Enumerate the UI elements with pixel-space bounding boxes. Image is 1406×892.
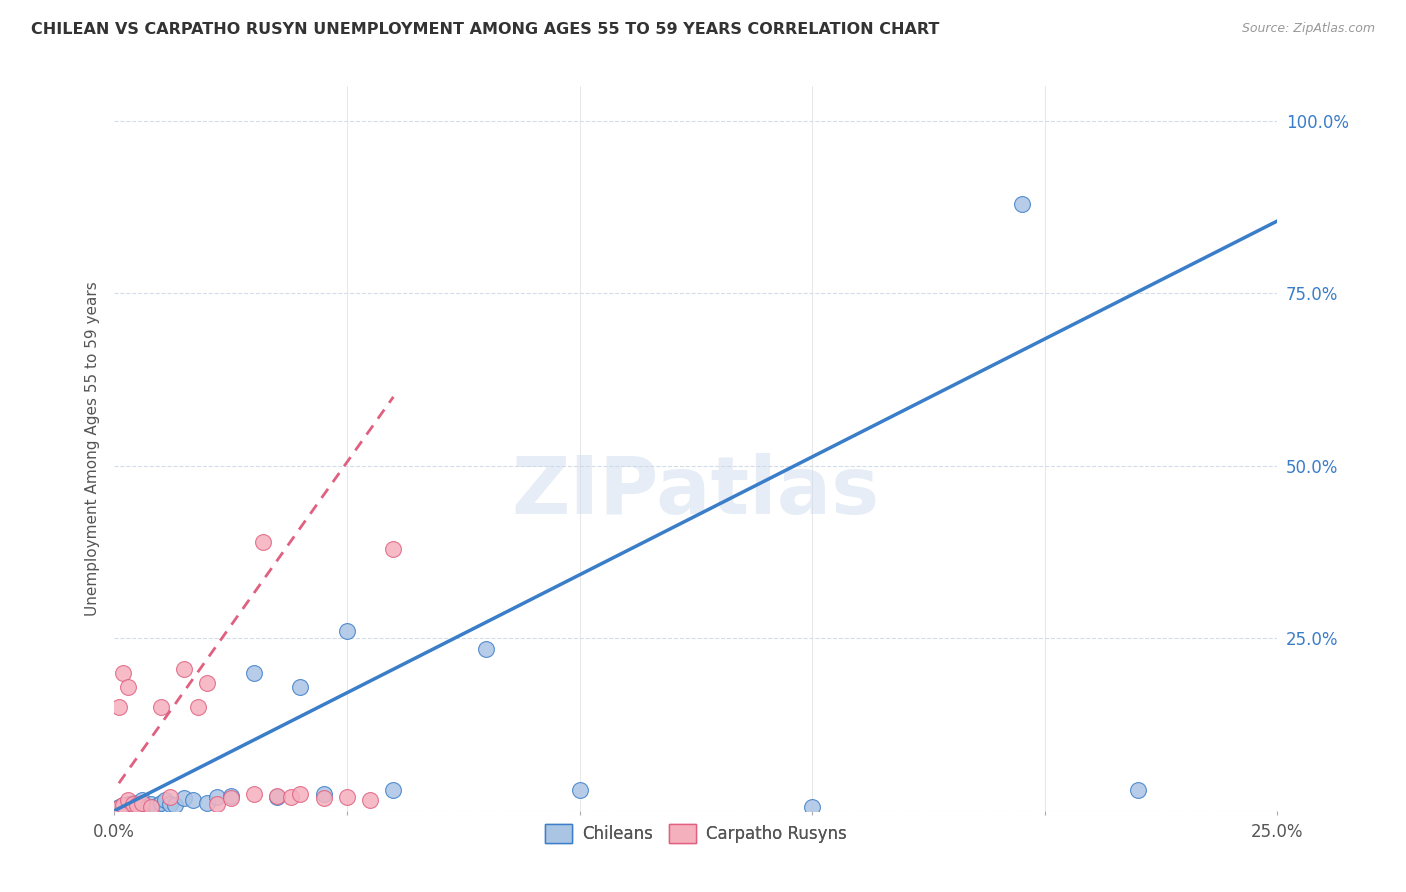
Text: Source: ZipAtlas.com: Source: ZipAtlas.com bbox=[1241, 22, 1375, 36]
Point bbox=[149, 700, 172, 714]
Point bbox=[187, 700, 209, 714]
Point bbox=[312, 791, 335, 805]
Point bbox=[266, 789, 288, 803]
Point bbox=[252, 534, 274, 549]
Point bbox=[195, 796, 218, 810]
Point bbox=[382, 541, 405, 556]
Text: CHILEAN VS CARPATHO RUSYN UNEMPLOYMENT AMONG AGES 55 TO 59 YEARS CORRELATION CHA: CHILEAN VS CARPATHO RUSYN UNEMPLOYMENT A… bbox=[31, 22, 939, 37]
Point bbox=[108, 799, 131, 814]
Point bbox=[131, 799, 153, 814]
Point bbox=[801, 800, 824, 814]
Point bbox=[568, 783, 591, 797]
Point bbox=[382, 783, 405, 797]
Point bbox=[1011, 196, 1033, 211]
Point bbox=[149, 796, 172, 810]
Point bbox=[243, 665, 266, 680]
Point bbox=[141, 800, 163, 814]
Point bbox=[117, 793, 139, 807]
Point bbox=[127, 798, 149, 813]
Point bbox=[121, 796, 143, 810]
Point bbox=[159, 790, 181, 805]
Point bbox=[163, 798, 186, 813]
Point bbox=[359, 793, 381, 807]
Point bbox=[181, 793, 204, 807]
Point bbox=[131, 796, 153, 810]
Point bbox=[312, 787, 335, 801]
Point bbox=[205, 790, 228, 805]
Point bbox=[155, 793, 177, 807]
Point bbox=[108, 802, 131, 816]
Point bbox=[141, 797, 163, 811]
Point bbox=[266, 790, 288, 805]
Point bbox=[112, 801, 135, 815]
Point bbox=[108, 700, 131, 714]
Point bbox=[121, 800, 143, 814]
Point bbox=[117, 680, 139, 694]
Point bbox=[117, 797, 139, 811]
Point bbox=[127, 802, 149, 816]
Y-axis label: Unemployment Among Ages 55 to 59 years: Unemployment Among Ages 55 to 59 years bbox=[86, 281, 100, 616]
Text: ZIPatlas: ZIPatlas bbox=[512, 453, 880, 531]
Point bbox=[108, 801, 131, 815]
Point bbox=[131, 793, 153, 807]
Point bbox=[1126, 783, 1149, 797]
Point bbox=[195, 676, 218, 690]
Point bbox=[290, 787, 312, 801]
Point bbox=[243, 787, 266, 801]
Point bbox=[117, 802, 139, 816]
Point bbox=[112, 798, 135, 813]
Point bbox=[219, 789, 242, 803]
Point bbox=[475, 641, 498, 656]
Point bbox=[205, 797, 228, 811]
Point bbox=[336, 624, 359, 639]
Point bbox=[112, 798, 135, 813]
Point bbox=[173, 662, 195, 676]
Legend: Chileans, Carpatho Rusyns: Chileans, Carpatho Rusyns bbox=[538, 817, 853, 849]
Point bbox=[135, 800, 157, 814]
Point bbox=[127, 798, 149, 813]
Point bbox=[280, 790, 302, 805]
Point bbox=[121, 797, 143, 811]
Point bbox=[159, 797, 181, 811]
Point bbox=[173, 791, 195, 805]
Point bbox=[219, 791, 242, 805]
Point bbox=[290, 680, 312, 694]
Point bbox=[112, 665, 135, 680]
Point bbox=[145, 799, 167, 814]
Point bbox=[336, 790, 359, 805]
